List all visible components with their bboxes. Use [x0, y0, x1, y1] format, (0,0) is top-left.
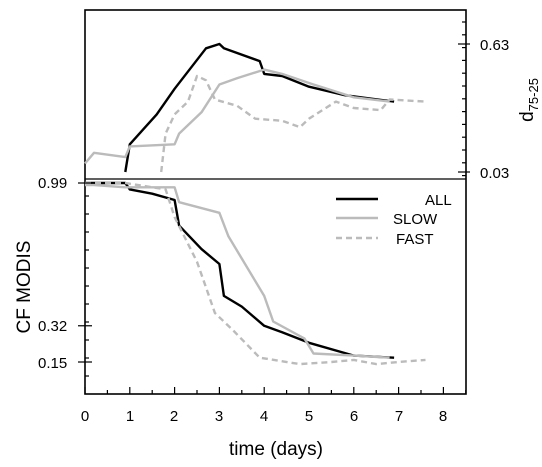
xtick-label-6: 6: [350, 408, 358, 425]
xtick-label-8: 8: [439, 408, 447, 425]
top-series-all: [124, 42, 395, 173]
bottom-panel-series: [85, 181, 426, 366]
bottom-series-slow: [85, 183, 390, 359]
top-ytick-label-0.03: 0.03: [480, 165, 509, 182]
x-axis-title: time (days): [229, 439, 323, 460]
bottom-y-axis-title: CF MODIS: [14, 241, 35, 334]
legend-label-all: ALL: [425, 192, 452, 209]
bottom-ytick-label-0.15: 0.15: [38, 355, 67, 372]
xtick-label-2: 2: [170, 408, 178, 425]
legend-label-fast: FAST: [396, 231, 434, 248]
bottom-series-fast: [85, 181, 426, 366]
bottom-ytick-label-0.32: 0.32: [38, 318, 67, 335]
xtick-label-4: 4: [260, 408, 268, 425]
axis-ticks: [78, 21, 470, 394]
bottom-ytick-label-0.99: 0.99: [38, 175, 67, 192]
top-y-axis-title-sub: 75-25: [526, 78, 541, 111]
xtick-label-0: 0: [81, 408, 89, 425]
top-y-axis-title: d75-25: [517, 78, 541, 122]
xtick-label-7: 7: [395, 408, 403, 425]
top-panel-series: [84, 42, 426, 173]
xtick-label-3: 3: [215, 408, 223, 425]
legend: ALL SLOW FAST: [336, 192, 452, 248]
top-y-axis-title-main: d: [517, 111, 538, 122]
top-series-fast: [160, 74, 426, 173]
plot-frame: [84, 9, 467, 395]
xtick-label-1: 1: [126, 408, 134, 425]
top-ytick-label-0.63: 0.63: [480, 37, 509, 54]
xtick-label-5: 5: [305, 408, 313, 425]
legend-label-slow: SLOW: [393, 211, 438, 228]
top-series-slow: [84, 68, 390, 165]
bottom-series-all: [85, 181, 395, 359]
